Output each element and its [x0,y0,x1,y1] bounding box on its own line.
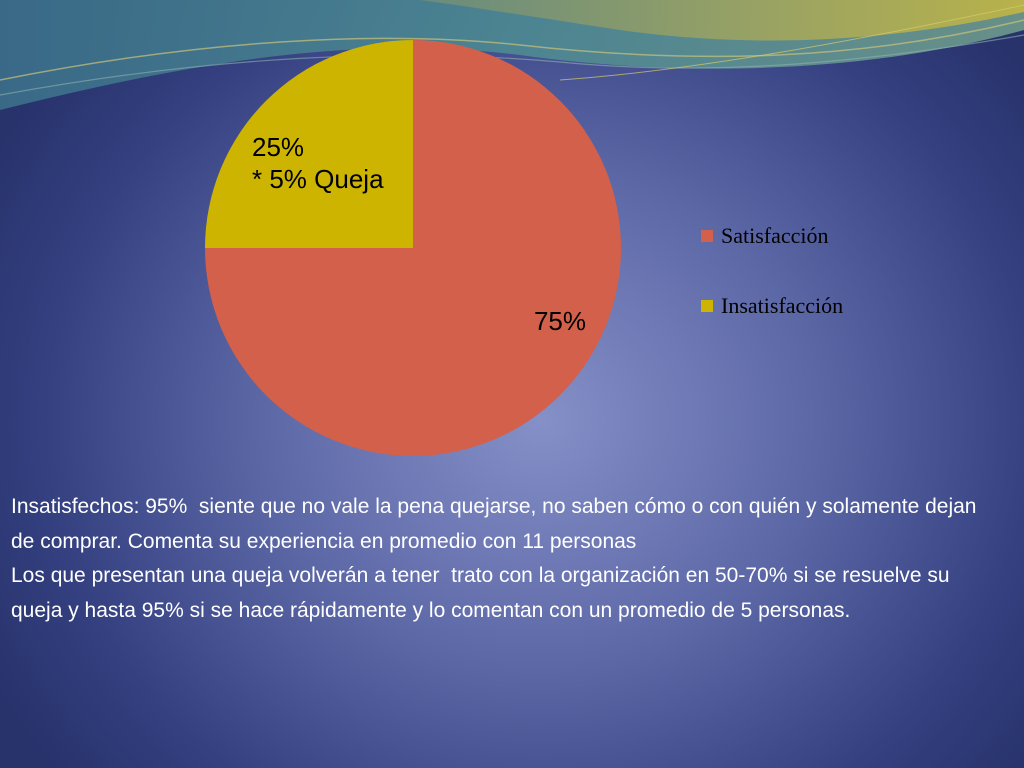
pie-slice-insatisfaccion [205,40,413,248]
paragraph-quejas: Los que presentan una queja volverán a t… [11,564,956,622]
body-text: Insatisfechos: 95% siente que no vale la… [11,490,1001,628]
legend-label-satisfaccion: Satisfacción [721,223,829,248]
legend-label-insatisfaccion: Insatisfacción [721,293,843,318]
paragraph-insatisfechos: Insatisfechos: 95% siente que no vale la… [11,495,983,553]
chart-legend: Satisfacción Insatisfacción [701,223,843,318]
data-label-insatisfaccion: 25% * 5% Queja [252,132,384,194]
legend-swatch-insatisfaccion [701,300,713,312]
data-label-satisfaccion: 75% [534,306,586,336]
legend-swatch-satisfaccion [701,230,713,242]
